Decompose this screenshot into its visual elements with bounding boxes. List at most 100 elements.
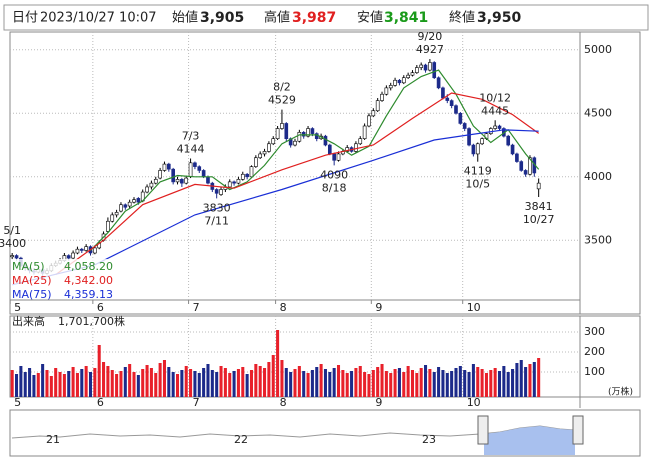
candle-body [275, 128, 280, 139]
volume-bar [397, 368, 401, 397]
navigator-handle[interactable] [477, 415, 489, 445]
volume-bar [437, 367, 441, 397]
volume-bar [228, 373, 232, 397]
navigator-handle[interactable] [572, 415, 584, 445]
header-label: 高値 [264, 10, 290, 26]
volume-bar [376, 367, 380, 397]
candle-body [280, 123, 284, 129]
candle-body [310, 128, 315, 134]
volume-bar [441, 370, 445, 397]
volume-bar [336, 365, 341, 397]
volume-bar [511, 369, 515, 397]
volume-bar [358, 366, 362, 397]
candle-body [188, 162, 193, 178]
candle-body [323, 135, 328, 146]
candle-body [336, 153, 341, 161]
volume-bar [219, 366, 223, 397]
price-panel [9, 31, 641, 315]
legend-name: MA(5) [12, 260, 45, 273]
candle-body [510, 144, 515, 155]
volume-bar [328, 372, 332, 397]
volume-bar [515, 363, 519, 397]
annotation-value: 4090 [320, 168, 348, 181]
volume-bar [384, 371, 388, 397]
volume-bar [45, 370, 49, 397]
y-tick-label: 4000 [584, 170, 612, 183]
volume-bar [267, 362, 271, 397]
volume-bar [128, 364, 132, 397]
volume-bar [271, 355, 275, 397]
volume-bar [341, 370, 345, 397]
candle-body [110, 214, 115, 222]
candle-body [119, 204, 123, 212]
volume-title: 出来高 [12, 314, 45, 328]
volume-bar [141, 369, 145, 397]
legend-name: MA(75) [12, 288, 52, 301]
x-tick-label: 9 [375, 396, 382, 409]
volume-bar [249, 370, 254, 397]
candle-body [515, 153, 519, 162]
x-tick-label: 8 [280, 396, 287, 409]
candle-body [219, 189, 223, 195]
volume-bar [289, 372, 293, 397]
candle-body [327, 144, 332, 155]
candle-body [362, 125, 367, 139]
volume-bar [49, 376, 53, 397]
candle-body [536, 182, 541, 190]
x-tick-label: 10 [467, 301, 481, 314]
x-tick-label: 9 [375, 301, 382, 314]
candle-body [262, 151, 267, 155]
volume-tick-label: 300 [584, 325, 605, 338]
y-tick-label: 3500 [584, 233, 612, 246]
volume-bar [506, 372, 510, 397]
candle-body [149, 182, 154, 188]
volume-bar [119, 371, 123, 397]
candle-body [415, 67, 419, 73]
candle-body [301, 132, 306, 137]
x-tick-label: 7 [193, 396, 200, 409]
volume-bar [302, 371, 306, 397]
candle-body [354, 143, 358, 152]
volume-bar [410, 370, 415, 397]
volume-bar [276, 330, 280, 397]
volume-bar [15, 374, 19, 397]
candle-body [184, 177, 189, 184]
candle-body [71, 252, 75, 259]
volume-bar [36, 373, 40, 397]
header-label: 日付 [12, 11, 38, 26]
annotation-value: 4144 [177, 143, 205, 156]
volume-bar [80, 369, 84, 397]
candle-body [297, 132, 302, 142]
volume-bar [106, 366, 110, 397]
volume-bar [54, 368, 58, 397]
candle-body [166, 163, 171, 170]
candle-body [419, 64, 424, 68]
annotation-date: 7/3 [182, 130, 200, 143]
annotation-date: 8/2 [273, 81, 291, 94]
ma-line [90, 69, 540, 251]
candle-body [367, 115, 371, 127]
volume-bar [445, 373, 449, 397]
volume-bar [480, 369, 484, 397]
volume-bar [206, 364, 210, 397]
volume-bar [97, 345, 101, 397]
candle-body [267, 143, 271, 152]
volume-bar [323, 369, 327, 397]
volume-bar [223, 368, 227, 397]
candle-body [380, 93, 384, 101]
volume-total: 1,701,700株 [58, 314, 125, 328]
volume-bar [145, 365, 149, 397]
volume-bar [532, 362, 536, 397]
candle-body [423, 64, 428, 71]
volume-bar [162, 360, 166, 397]
legend-value: 4,058.20 [64, 260, 113, 273]
candle-body [471, 144, 476, 155]
volume-bar [102, 362, 106, 397]
volume-bar [184, 366, 188, 397]
volume-bar [136, 375, 140, 397]
volume-bar [258, 366, 262, 397]
volume-bar [476, 367, 480, 397]
candle-body [506, 135, 511, 146]
volume-bar [215, 372, 219, 397]
candle-body [249, 166, 254, 178]
